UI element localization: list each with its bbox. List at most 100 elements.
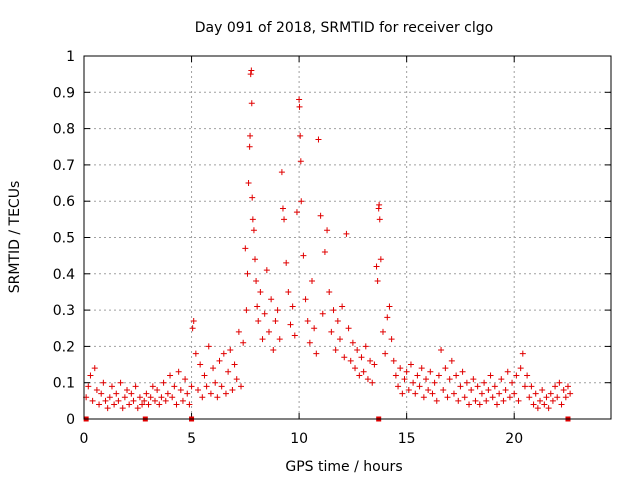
data-point [326, 288, 333, 295]
data-point [162, 397, 169, 404]
data-point [315, 136, 322, 143]
data-point [341, 354, 348, 361]
data-point [560, 386, 567, 393]
data-point [339, 303, 346, 310]
data-point [545, 405, 552, 412]
y-tick-label: 0.2 [53, 339, 75, 355]
data-point [283, 259, 290, 266]
data-point [89, 397, 96, 404]
data-point [399, 390, 406, 397]
data-point [450, 390, 457, 397]
data-point [119, 405, 126, 412]
data-point [265, 328, 272, 335]
data-point [245, 180, 252, 187]
data-point [257, 288, 264, 295]
data-point [528, 383, 535, 390]
data-point [547, 390, 554, 397]
data-point [558, 401, 565, 408]
data-point [192, 350, 199, 357]
data-point [218, 383, 225, 390]
data-point [496, 390, 503, 397]
data-point [177, 386, 184, 393]
data-point [175, 368, 182, 375]
data-point [552, 383, 559, 390]
data-point [379, 328, 386, 335]
data-point [249, 216, 256, 223]
data-point [537, 397, 544, 404]
data-point [541, 401, 548, 408]
data-point [317, 212, 324, 219]
data-point [384, 314, 391, 321]
data-point [281, 216, 288, 223]
data-point [466, 401, 473, 408]
data-point [390, 357, 397, 364]
y-tick-label: 0.6 [53, 194, 75, 210]
data-point [444, 394, 451, 401]
data-point [433, 397, 440, 404]
data-point [334, 317, 341, 324]
data-point [220, 350, 227, 357]
data-point [298, 198, 305, 205]
data-point [98, 390, 105, 397]
data-point [212, 379, 219, 386]
data-point [382, 350, 389, 357]
data-point [128, 390, 135, 397]
y-tick-label: 0 [66, 412, 75, 428]
data-point [304, 317, 311, 324]
data-point [287, 321, 294, 328]
data-point [222, 390, 229, 397]
data-point [297, 158, 304, 165]
data-point [564, 383, 571, 390]
y-tick-label: 0.3 [53, 303, 75, 319]
data-point [199, 394, 206, 401]
data-point [524, 372, 531, 379]
data-point [141, 397, 148, 404]
data-point [279, 205, 286, 212]
data-point [184, 390, 191, 397]
data-point [297, 132, 304, 139]
data-point [556, 379, 563, 386]
data-point [231, 361, 238, 368]
data-point [145, 401, 152, 408]
data-point [205, 343, 212, 350]
data-point [425, 386, 432, 393]
data-point [498, 376, 505, 383]
data-point [195, 386, 202, 393]
data-point [369, 379, 376, 386]
data-point [306, 339, 313, 346]
data-point [158, 394, 165, 401]
data-point [358, 354, 365, 361]
data-point [493, 401, 500, 408]
data-point [328, 328, 335, 335]
data-point [270, 347, 277, 354]
data-point [321, 249, 328, 256]
data-point [457, 383, 464, 390]
y-axis-label: SRMTID / TECUs [7, 181, 23, 294]
y-tick-label: 0.4 [53, 267, 75, 283]
data-point [504, 368, 511, 375]
data-point [534, 405, 541, 412]
y-tick-label: 0.9 [53, 85, 75, 101]
data-point [386, 303, 393, 310]
data-point [235, 328, 242, 335]
data-point [253, 278, 260, 285]
data-point [431, 379, 438, 386]
data-point [291, 332, 298, 339]
data-point [249, 194, 256, 201]
data-point [143, 390, 150, 397]
data-point [108, 383, 115, 390]
x-tick-label: 20 [505, 431, 523, 447]
data-point [478, 390, 485, 397]
y-tick-label: 0.5 [53, 231, 75, 247]
y-axis-ticks: 0 0.1 0.2 0.3 0.4 0.5 0.6 0.7 0.8 0.9 1 [53, 49, 611, 428]
data-point [87, 372, 94, 379]
data-point [403, 368, 410, 375]
data-point [502, 386, 509, 393]
data-point [423, 376, 430, 383]
data-point [453, 372, 460, 379]
data-point [132, 383, 139, 390]
data-point [388, 336, 395, 343]
data-point [261, 310, 268, 317]
data-point [300, 252, 307, 259]
data-point [242, 245, 249, 252]
